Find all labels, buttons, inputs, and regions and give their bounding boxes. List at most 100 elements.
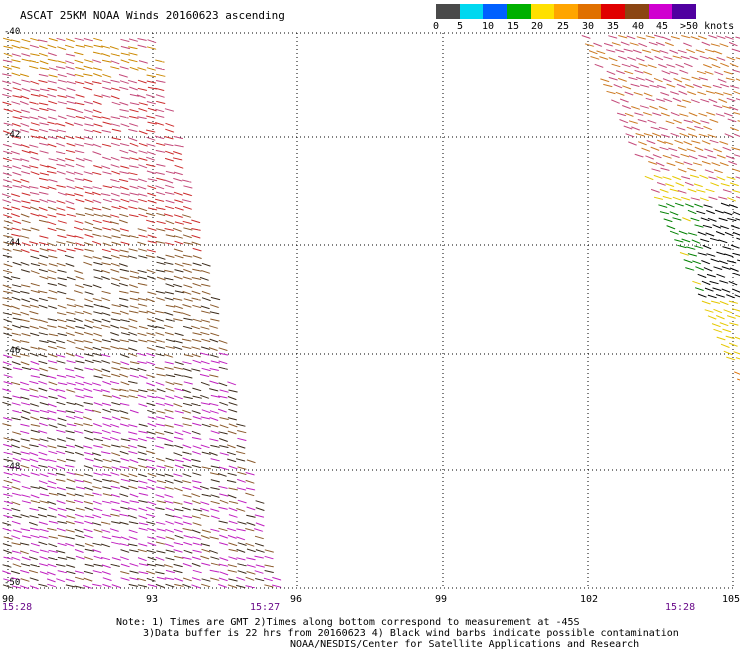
wind-barb: [653, 77, 663, 83]
wind-barb: [676, 126, 686, 131]
wind-barb: [227, 381, 237, 386]
wind-barb: [138, 403, 148, 407]
wind-barb: [83, 402, 93, 405]
wind-barb: [39, 409, 50, 413]
wind-barb: [200, 402, 211, 405]
colorbar-swatch: [459, 4, 484, 19]
wind-barb: [12, 514, 22, 518]
wind-barb: [75, 381, 85, 386]
wind-barb: [75, 507, 85, 511]
wind-barb: [11, 402, 21, 406]
wind-barb: [201, 423, 212, 428]
wind-barb: [92, 100, 102, 105]
wind-barb: [137, 473, 148, 478]
wind-barb: [57, 417, 67, 422]
wind-barb: [128, 450, 138, 455]
wind-barb: [11, 241, 22, 246]
wind-barb: [218, 366, 228, 370]
wind-barb: [57, 325, 68, 330]
wind-barb: [619, 119, 629, 124]
wind-barb: [647, 119, 657, 124]
wind-barb: [735, 78, 740, 81]
wind-barb: [137, 297, 148, 301]
wind-barb: [210, 508, 220, 512]
wind-barb: [644, 175, 654, 181]
wind-barb: [660, 92, 670, 96]
wind-barb: [621, 63, 631, 68]
wind-barb: [84, 556, 94, 561]
wind-barb: [47, 214, 57, 218]
wind-barb: [687, 91, 697, 96]
wind-barb: [146, 382, 156, 387]
wind-barb: [56, 207, 66, 211]
wind-barb: [3, 122, 14, 126]
wind-barb: [119, 543, 130, 547]
wind-barb: [670, 36, 681, 40]
wind-barb: [101, 318, 111, 323]
wind-barb: [165, 220, 175, 225]
wind-barb: [57, 73, 67, 78]
wind-barb: [12, 129, 22, 133]
wind-barb: [47, 44, 57, 49]
wind-barb: [29, 521, 39, 526]
wind-barb: [236, 576, 246, 581]
wind-barb: [730, 127, 740, 132]
wind-barb: [39, 248, 50, 252]
wind-barb: [704, 71, 714, 75]
wind-barb: [708, 196, 718, 200]
wind-barb: [119, 513, 129, 517]
wind-barb: [74, 235, 84, 239]
wind-barb: [21, 535, 32, 539]
wind-barb: [165, 234, 176, 238]
wind-barb: [102, 380, 112, 385]
wind-barb: [39, 402, 50, 406]
wind-barb: [111, 361, 121, 365]
wind-barb: [39, 122, 49, 126]
wind-barb: [11, 585, 22, 589]
wind-barb: [128, 318, 138, 323]
wind-barb: [147, 178, 158, 182]
wind-barb: [155, 73, 166, 77]
wind-barb: [12, 116, 22, 120]
wind-barb: [647, 64, 657, 69]
wind-barb: [128, 473, 138, 478]
wind-barb: [29, 60, 39, 64]
wind-barb: [254, 528, 264, 532]
wind-barb: [156, 480, 167, 484]
wind-barb: [56, 170, 66, 175]
wind-barb: [47, 480, 57, 485]
wind-barb: [718, 98, 728, 103]
wind-barb: [237, 563, 247, 567]
wind-barb: [226, 451, 237, 456]
wind-barb: [57, 513, 67, 518]
wind-barb: [101, 500, 112, 504]
wind-barb: [705, 48, 715, 53]
wind-barb: [74, 585, 85, 589]
wind-barb: [183, 241, 193, 245]
wind-barb: [2, 130, 13, 135]
wind-barb: [701, 260, 711, 265]
wind-barb: [48, 535, 59, 539]
wind-barb: [191, 464, 202, 469]
wind-barb: [716, 315, 725, 320]
wind-barb: [64, 450, 75, 454]
wind-barb: [10, 150, 21, 155]
wind-barb: [128, 137, 138, 142]
wind-barb: [38, 214, 48, 218]
wind-barb: [155, 290, 166, 294]
wind-barb: [622, 105, 632, 110]
wind-barb: [101, 116, 111, 120]
wind-barb: [669, 188, 679, 192]
wind-barb: [93, 507, 103, 512]
wind-barb: [147, 324, 157, 329]
wind-barb: [47, 417, 57, 421]
wind-barb: [56, 184, 66, 188]
wind-barb: [38, 135, 48, 140]
wind-barb: [703, 125, 713, 131]
wind-barb: [669, 49, 679, 54]
wind-barb: [137, 269, 147, 273]
wind-barb: [56, 135, 66, 140]
wind-barb: [236, 423, 246, 427]
wind-barb: [716, 273, 726, 278]
wind-barb: [155, 142, 166, 146]
